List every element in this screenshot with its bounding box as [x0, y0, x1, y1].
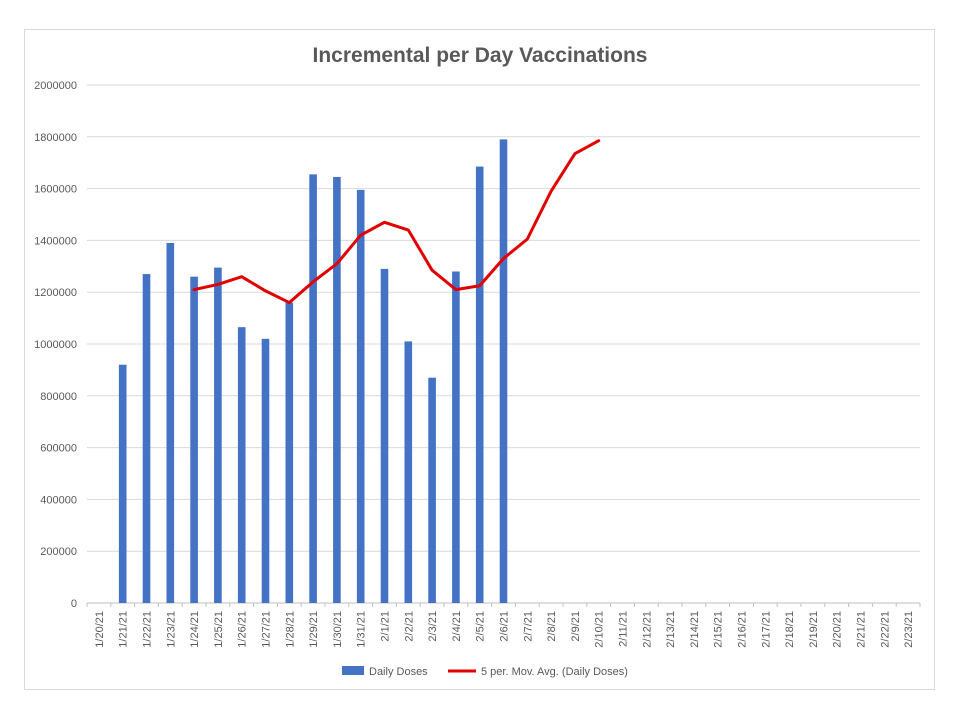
y-tick-label: 1800000: [34, 132, 77, 144]
x-tick-label: 2/21/21: [856, 611, 868, 648]
bar: [356, 189, 365, 603]
x-tick-label: 2/23/21: [903, 611, 915, 648]
bar: [214, 267, 222, 603]
x-tick-label: 1/31/21: [356, 611, 368, 648]
bar: [452, 271, 460, 603]
legend-label-moving-average: 5 per. Mov. Avg. (Daily Doses): [481, 666, 628, 678]
chart-title: Incremental per Day Vaccinations: [313, 44, 648, 67]
moving-average-line: [192, 139, 601, 305]
x-tick-label: 2/12/21: [641, 611, 653, 648]
x-tick-label: 1/22/21: [142, 611, 154, 648]
legend: Daily Doses 5 per. Mov. Avg. (Daily Doses…: [342, 666, 628, 678]
bar: [309, 174, 317, 604]
x-tick-label: 1/23/21: [165, 611, 177, 648]
bar: [285, 302, 294, 603]
x-tick-label: 1/25/21: [213, 611, 225, 648]
y-tick-label: 2000000: [34, 80, 77, 92]
y-tick-label: 1400000: [34, 235, 77, 247]
bar: [118, 364, 127, 603]
moving-average-series: [192, 139, 601, 305]
y-tick-label: 1600000: [34, 184, 77, 196]
x-tick-label: 1/30/21: [332, 611, 344, 648]
x-tick-label: 2/15/21: [713, 611, 725, 648]
x-tick-label: 2/2/21: [403, 611, 415, 642]
x-tick-label: 2/16/21: [737, 611, 749, 648]
x-tick-label: 2/4/21: [451, 611, 463, 642]
bar: [190, 276, 198, 603]
x-tick-label: 2/11/21: [618, 611, 630, 647]
bar: [499, 139, 508, 603]
x-tick-label: 1/27/21: [261, 611, 273, 648]
bar-series: [118, 139, 508, 604]
bar: [475, 166, 484, 603]
y-tick-label: 1000000: [34, 339, 77, 351]
x-tick-label: 2/19/21: [808, 611, 820, 648]
x-tick-label: 2/5/21: [475, 611, 487, 642]
x-tick-label: 1/20/21: [94, 611, 106, 648]
y-axis-ticks: 0 200000 400000 600000 800000 1000000 1200000 1…: [34, 80, 77, 610]
y-tick-label: 0: [71, 598, 77, 610]
x-tick-label: 2/1/21: [380, 611, 392, 642]
y-tick-label: 1200000: [34, 287, 77, 299]
x-tick-label: 2/10/21: [594, 611, 606, 648]
y-tick-label: 200000: [40, 546, 77, 558]
x-tick-label: 2/17/21: [760, 611, 772, 648]
x-tick-label: 1/24/21: [189, 611, 201, 648]
x-tick-label: 2/6/21: [499, 611, 511, 642]
bar: [428, 377, 436, 603]
x-tick-label: 2/20/21: [832, 611, 844, 648]
x-tick-label: 1/28/21: [284, 611, 296, 648]
y-tick-label: 400000: [40, 494, 77, 506]
bar: [237, 327, 246, 603]
bar: [333, 176, 341, 603]
bar: [404, 341, 413, 603]
bar: [166, 242, 175, 604]
x-tick-label: 2/3/21: [427, 611, 439, 642]
x-tick-label: 2/7/21: [522, 611, 534, 642]
legend-label-daily-doses: Daily Doses: [369, 666, 428, 678]
x-tick-label: 2/14/21: [689, 611, 701, 648]
bar: [142, 274, 151, 603]
y-tick-label: 800000: [40, 391, 77, 403]
bar: [380, 268, 389, 603]
x-tick-label: 2/9/21: [570, 611, 582, 642]
x-tick-label: 1/29/21: [308, 611, 320, 648]
legend-swatch-daily-doses: [342, 666, 364, 675]
x-tick-label: 2/22/21: [879, 611, 891, 648]
x-tick-label: 2/13/21: [665, 611, 677, 648]
y-tick-label: 600000: [40, 443, 77, 455]
bar: [261, 338, 270, 603]
x-tick-label: 2/8/21: [546, 611, 558, 642]
x-axis-ticks: 1/20/21 1/21/21 1/22/21 1/23/21 1/24/21 1/25/…: [86, 603, 921, 648]
x-tick-label: 1/26/21: [237, 611, 249, 648]
x-tick-label: 1/21/21: [118, 611, 130, 648]
x-tick-label: 2/18/21: [784, 611, 796, 648]
